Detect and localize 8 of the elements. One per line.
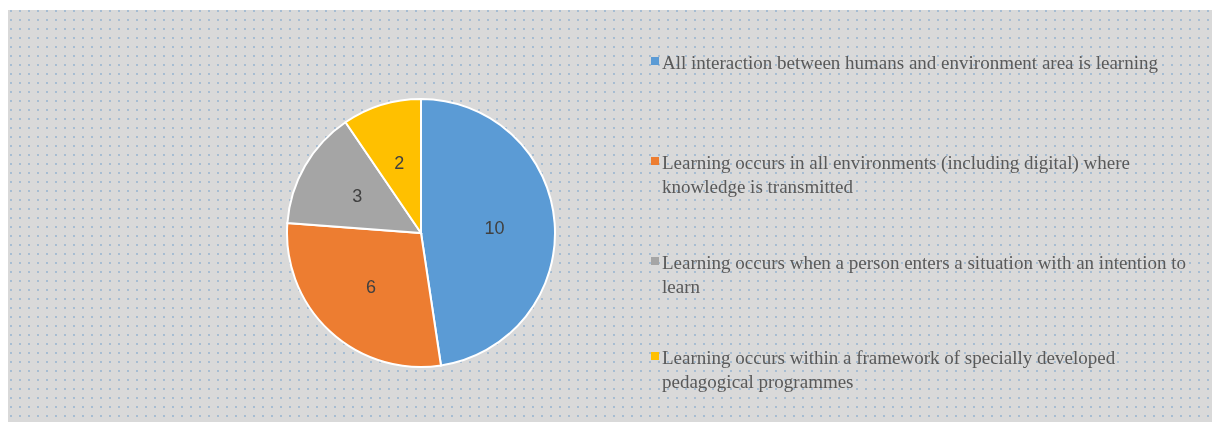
legend-label: Learning occurs within a framework of specially developed pedagogical programmes	[662, 346, 1116, 392]
legend-label: Learning occurs when a person enters a situation with an intention to learn	[662, 251, 1186, 297]
legend-label: Learning occurs in all environments (including digital) where knowledge is transmitted	[662, 151, 1130, 197]
data-label: 2	[394, 152, 405, 173]
data-label: 3	[352, 186, 363, 207]
legend-label: All interaction between humans and environment area is learning	[662, 51, 1159, 73]
data-label: 6	[365, 277, 376, 298]
data-label: 10	[484, 217, 505, 238]
